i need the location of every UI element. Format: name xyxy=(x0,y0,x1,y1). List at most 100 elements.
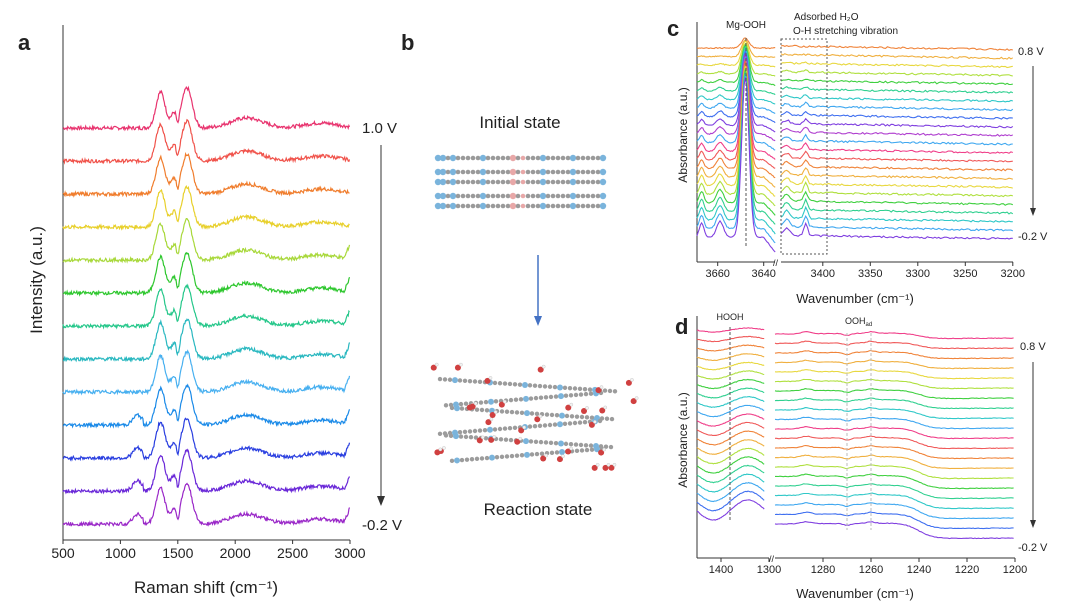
hydrogen-atom xyxy=(585,406,589,410)
atom xyxy=(473,435,479,440)
atom xyxy=(553,394,559,399)
c-spectrum-left-4 xyxy=(696,44,776,87)
atom xyxy=(497,426,503,432)
atom xyxy=(545,193,551,199)
atom xyxy=(599,168,607,176)
atom xyxy=(449,192,457,200)
oxygen-atom xyxy=(518,427,525,434)
atom xyxy=(509,453,515,459)
atom xyxy=(580,179,586,185)
atom xyxy=(443,433,449,438)
atom xyxy=(463,401,469,406)
a-y-label: Intensity (a.u.) xyxy=(27,226,46,334)
atom xyxy=(490,179,496,185)
d-spectrum-left-2 xyxy=(696,344,765,352)
atom xyxy=(437,376,443,382)
atom xyxy=(458,434,464,439)
d-spectrum-left-12 xyxy=(696,430,765,446)
atom xyxy=(520,169,526,175)
c-spectrum-left-8 xyxy=(696,50,776,124)
d-spectrum-right-16 xyxy=(774,483,1014,500)
c-spectrum-right-7 xyxy=(780,101,1014,112)
atom xyxy=(495,193,501,199)
atom xyxy=(502,381,508,386)
atom xyxy=(535,169,541,175)
atom xyxy=(500,169,506,175)
atom xyxy=(515,193,521,199)
d-spectrum-right-4 xyxy=(774,369,1014,380)
c-spectrum-left-2 xyxy=(696,40,776,68)
hydrogen-atom xyxy=(538,414,543,419)
atom xyxy=(505,155,511,161)
atom xyxy=(560,193,566,199)
c-potential-top: 0.8 V xyxy=(1018,46,1044,58)
oxygen-atom xyxy=(630,398,637,405)
atom xyxy=(599,192,607,200)
atom xyxy=(569,154,577,162)
atom xyxy=(472,379,478,384)
atom xyxy=(439,168,447,176)
atom xyxy=(497,381,503,386)
oxygen-atom xyxy=(534,416,541,423)
atom xyxy=(575,179,581,185)
atom xyxy=(575,203,581,209)
atom xyxy=(528,439,534,444)
hydrogen-atom xyxy=(459,362,463,367)
d-spectrum-left-17 xyxy=(696,473,765,493)
atom xyxy=(529,452,535,457)
panel-b-illustration: Initial state Reaction state xyxy=(430,113,639,519)
atom xyxy=(490,193,496,199)
atom xyxy=(465,203,471,209)
a-tick-label: 2000 xyxy=(220,545,251,561)
atom xyxy=(525,179,531,185)
c-spectrum-left-12 xyxy=(696,58,776,160)
atom xyxy=(518,397,524,402)
atom xyxy=(545,155,551,161)
atom xyxy=(595,193,601,199)
a-spectrum-0 xyxy=(62,85,351,132)
atom xyxy=(455,193,461,199)
atom xyxy=(582,387,588,392)
c-spectrum-right-2 xyxy=(780,61,1013,69)
atom xyxy=(434,154,442,162)
c-spectrum-right-15 xyxy=(780,167,1013,180)
hydrogen-atom xyxy=(434,362,439,367)
hydrogen-atom xyxy=(492,435,496,439)
oxygen-atom xyxy=(469,403,476,410)
atom xyxy=(548,440,554,446)
atom xyxy=(490,155,496,161)
atom xyxy=(585,193,591,199)
panel-c-label: c xyxy=(667,16,679,41)
c-spectrum-left-20 xyxy=(696,73,776,235)
atom xyxy=(554,413,560,418)
atom xyxy=(485,203,491,209)
atom xyxy=(555,193,561,199)
atom xyxy=(560,169,566,175)
atom xyxy=(487,426,493,433)
atom xyxy=(519,410,525,415)
atom xyxy=(455,155,461,161)
atom xyxy=(603,444,609,449)
atom xyxy=(445,203,451,209)
d-spectrum-left-20 xyxy=(696,499,765,521)
oxygen-atom xyxy=(537,366,544,373)
atom xyxy=(595,179,601,185)
atom xyxy=(584,415,590,420)
atom xyxy=(522,382,528,388)
atom xyxy=(509,154,517,162)
a-spectrum-10 xyxy=(62,417,351,462)
c-h2o-box xyxy=(780,38,828,255)
d-spectrum-left-15 xyxy=(696,456,765,474)
c-spectrum-left-22 xyxy=(696,77,776,253)
atom xyxy=(537,423,543,428)
atom xyxy=(455,169,461,175)
panel-a-label: a xyxy=(18,30,31,55)
d-spectrum-right-1 xyxy=(774,340,1014,350)
a-spectrum-2 xyxy=(62,151,350,198)
atom xyxy=(499,454,505,460)
atom xyxy=(494,455,500,460)
atom xyxy=(558,393,564,400)
c-spectrum-left-21 xyxy=(696,75,776,244)
d-spectrum-left-11 xyxy=(696,421,765,436)
c-spectrum-right-10 xyxy=(780,126,1014,137)
